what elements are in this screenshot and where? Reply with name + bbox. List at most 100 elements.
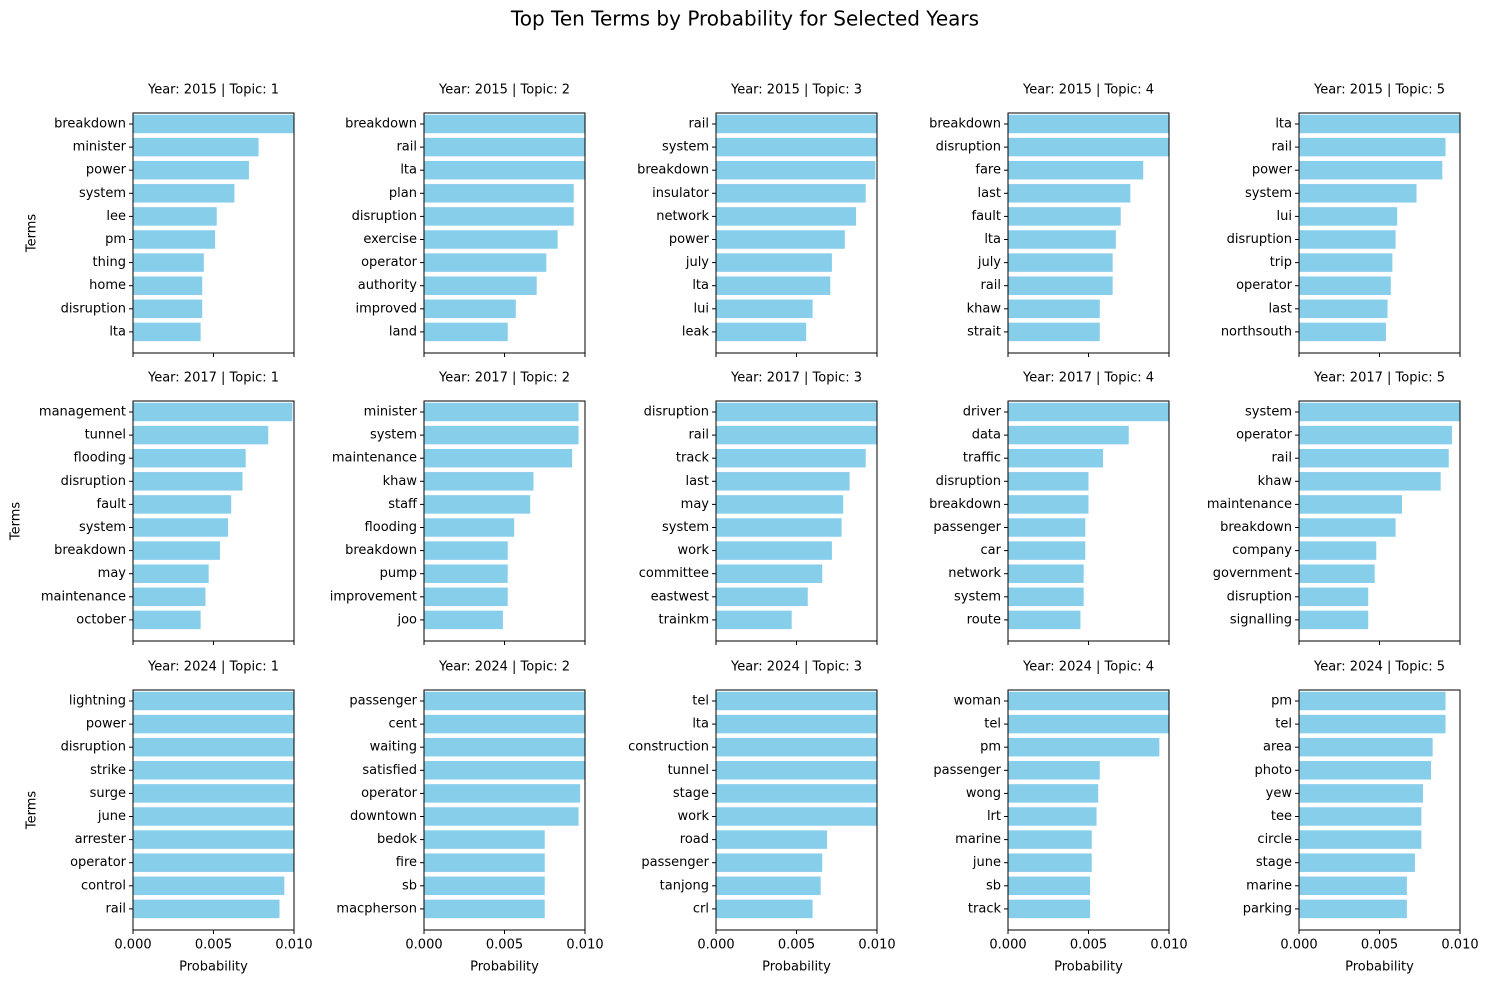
y-tick-label: work [678, 543, 710, 558]
y-tick-label: passenger [641, 855, 709, 870]
x-tick-label: 0.010 [566, 938, 603, 953]
x-tick-label: 0.000 [405, 938, 442, 953]
bar [1008, 402, 1169, 422]
bar [1299, 322, 1386, 342]
plot-area [1299, 114, 1460, 342]
bar [1008, 425, 1129, 445]
bar [133, 830, 294, 849]
y-tick-label: trainkm [659, 612, 709, 627]
y-tick-label: system [79, 186, 126, 201]
bar [1299, 737, 1433, 757]
bar [133, 587, 206, 607]
bar [1299, 299, 1388, 319]
bar [1008, 853, 1092, 872]
bar [133, 137, 259, 157]
y-tick-label: may [681, 497, 710, 512]
bar [1008, 495, 1089, 514]
bar [424, 761, 585, 780]
bar [1299, 691, 1446, 711]
y-tick-label: fare [975, 163, 1001, 178]
bar [716, 322, 807, 342]
y-tick-label: july [685, 255, 709, 270]
bar [1299, 425, 1452, 445]
x-tick-label: 0.010 [275, 938, 312, 953]
y-tick-label: signalling [1230, 612, 1292, 627]
bar [1008, 714, 1169, 734]
bar [133, 276, 203, 295]
bar [1008, 114, 1169, 134]
bar [424, 876, 545, 896]
y-tick-label: lta [400, 163, 417, 178]
y-tick-label: improved [356, 301, 417, 316]
bar [716, 276, 831, 295]
x-tick-label: 0.005 [778, 938, 815, 953]
y-tick-label: breakdown [345, 543, 417, 558]
y-tick-label: disruption [936, 474, 1001, 489]
bar [1299, 876, 1407, 896]
y-tick-label: committee [639, 566, 709, 581]
y-tick-label: satisfied [362, 763, 417, 778]
bar [424, 114, 585, 134]
plot-area [133, 114, 294, 342]
y-tick-label: wong [966, 786, 1001, 801]
y-tick-label: disruption [1227, 589, 1292, 604]
y-tick-label: lee [106, 209, 126, 224]
y-tick-label: lta [692, 717, 709, 732]
bar [716, 737, 877, 757]
x-tick-label: 0.000 [697, 938, 734, 953]
y-tick-label: traffic [963, 451, 1001, 466]
y-tick-label: tanjong [660, 878, 709, 893]
x-axis-label: Probability [1345, 960, 1414, 975]
bar [716, 899, 813, 919]
y-tick-label: strait [967, 324, 1001, 339]
bar [716, 425, 877, 445]
y-tick-label: disruption [61, 474, 126, 489]
y-tick-label: leak [682, 324, 710, 339]
y-tick-label: maintenance [41, 589, 126, 604]
subplot-title: Year: 2015 | Topic: 4 [1022, 83, 1154, 98]
y-tick-label: operator [1236, 428, 1293, 443]
bar [133, 541, 220, 560]
bar [1299, 184, 1417, 203]
y-tick-label: passenger [933, 763, 1001, 778]
bar [1008, 564, 1084, 583]
y-tick-label: breakdown [345, 117, 417, 132]
y-tick-label: network [948, 566, 1001, 581]
y-tick-label: marine [1246, 878, 1292, 893]
bar [716, 714, 877, 734]
bar [133, 253, 204, 272]
y-tick-label: thing [93, 255, 126, 270]
bar [1008, 299, 1100, 319]
bar [133, 761, 294, 780]
y-tick-label: operator [361, 786, 418, 801]
bar [133, 899, 280, 919]
y-tick-label: pm [105, 232, 126, 247]
plot-area [716, 402, 877, 630]
y-tick-label: eastwest [651, 589, 709, 604]
bar [716, 137, 877, 157]
subplot-title: Year: 2024 | Topic: 5 [1313, 660, 1445, 675]
bar [1008, 207, 1121, 226]
y-tick-label: tunnel [668, 763, 709, 778]
bar [1008, 253, 1113, 272]
y-tick-label: breakdown [1220, 520, 1292, 535]
y-tick-label: lta [692, 278, 709, 293]
bar [424, 448, 573, 468]
bar [1008, 587, 1084, 607]
y-tick-label: maintenance [332, 451, 417, 466]
y-tick-label: trip [1270, 255, 1292, 270]
y-tick-label: power [86, 163, 127, 178]
subplot-title: Year: 2015 | Topic: 1 [147, 83, 279, 98]
y-tick-label: june [97, 809, 126, 824]
y-tick-label: road [680, 832, 709, 847]
bar [1008, 184, 1131, 203]
y-tick-label: network [656, 209, 709, 224]
y-tick-label: lui [694, 301, 709, 316]
y-tick-label: last [1269, 301, 1292, 316]
plot-area [133, 402, 293, 630]
bar [424, 472, 534, 491]
y-tick-label: minister [364, 405, 418, 420]
bar [1008, 691, 1169, 711]
plot-area [424, 402, 579, 630]
bar [424, 276, 537, 295]
